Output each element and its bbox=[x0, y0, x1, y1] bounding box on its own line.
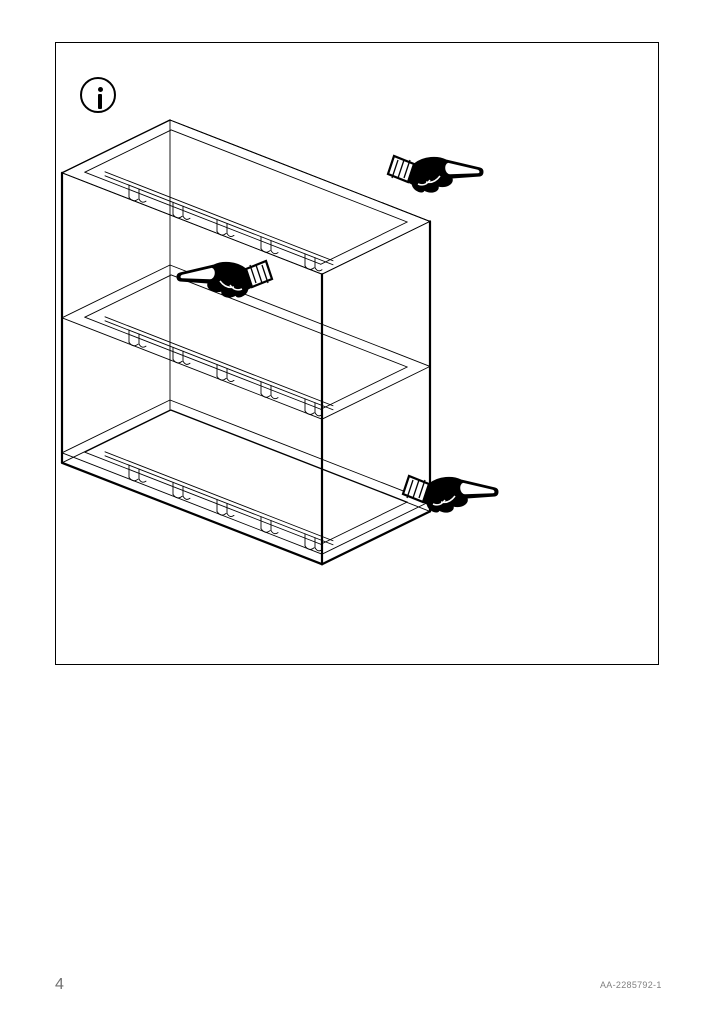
instruction-page: 4 AA-2285792-1 bbox=[0, 0, 714, 1012]
pointing-hand-icon bbox=[177, 261, 272, 297]
document-id: AA-2285792-1 bbox=[600, 980, 662, 990]
pointing-hand-icon bbox=[388, 156, 483, 192]
page-number: 4 bbox=[55, 976, 64, 994]
shelving-diagram bbox=[55, 42, 659, 665]
